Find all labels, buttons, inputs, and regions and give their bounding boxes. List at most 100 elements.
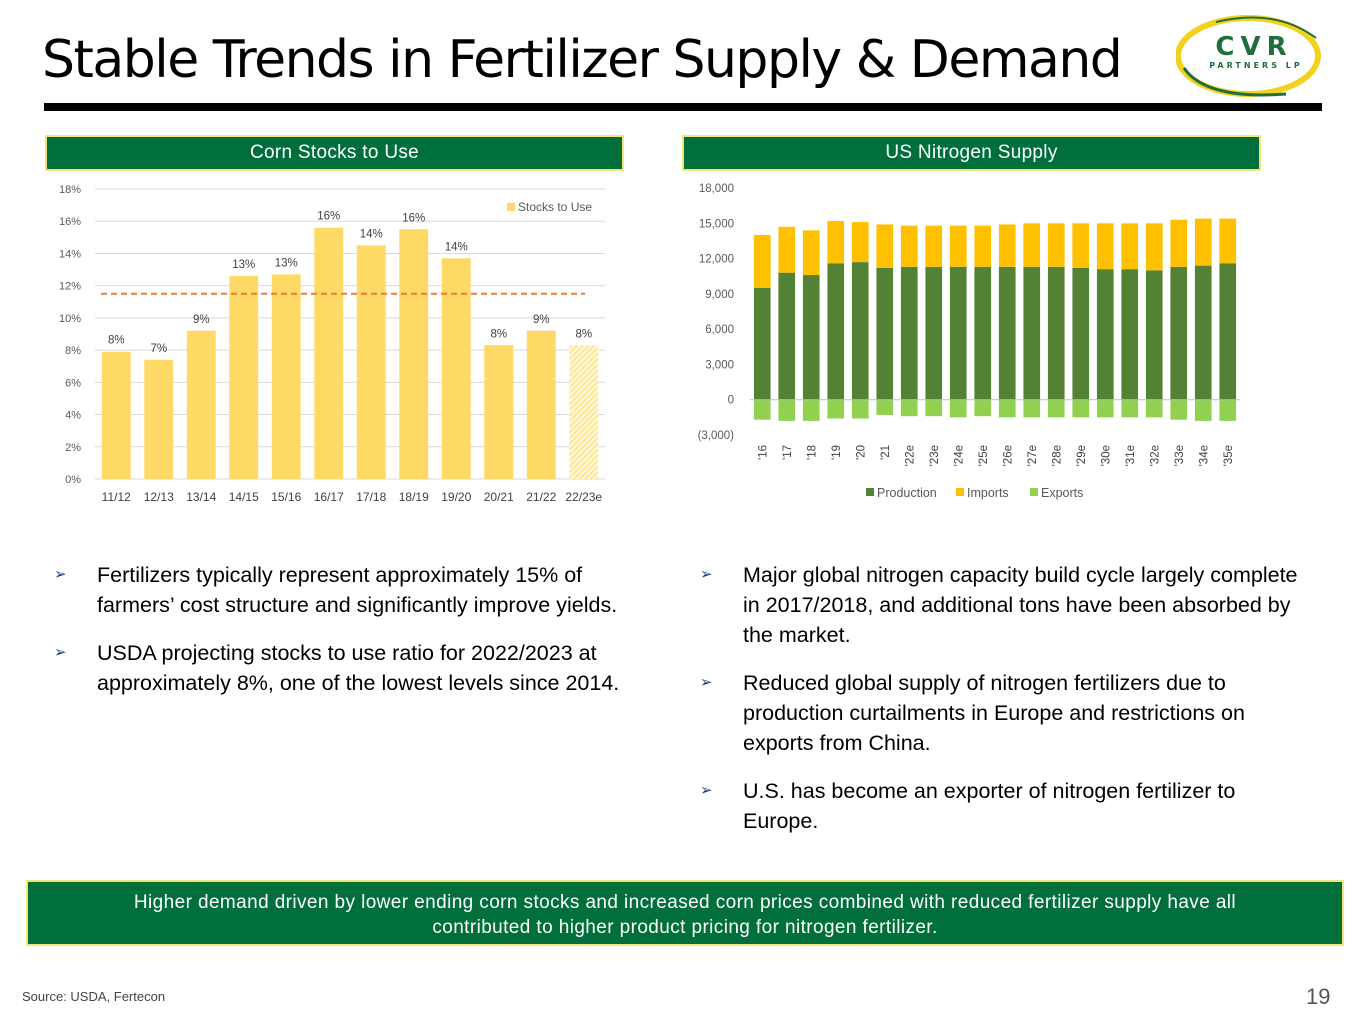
stocks-bar bbox=[229, 276, 259, 479]
production-bar bbox=[753, 287, 771, 400]
exports-bar bbox=[1121, 399, 1139, 418]
page-title: Stable Trends in Fertilizer Supply & Dem… bbox=[42, 30, 1123, 90]
imports-bar bbox=[753, 235, 771, 288]
stocks-bar bbox=[569, 345, 599, 479]
production-bar bbox=[1047, 266, 1065, 400]
exports-bar bbox=[900, 399, 918, 417]
x-tick-label: '25e bbox=[978, 445, 990, 466]
bullet-text: Reduced global supply of nitrogen fertil… bbox=[743, 671, 1245, 755]
x-tick-label: 20/21 bbox=[484, 490, 514, 504]
exports-bar bbox=[949, 399, 967, 418]
exports-bar bbox=[1072, 399, 1090, 418]
bullet-text: Fertilizers typically represent approxim… bbox=[97, 563, 618, 617]
production-bar bbox=[1072, 267, 1090, 400]
imports-bar bbox=[1047, 223, 1065, 267]
x-tick-label: '32e bbox=[1149, 445, 1161, 466]
imports-bar bbox=[876, 224, 894, 268]
production-bar bbox=[1023, 266, 1041, 400]
source-note: Source: USDA, Fertecon bbox=[22, 989, 166, 1004]
cvr-partners-logo: CVR PARTNERS LP bbox=[1176, 15, 1321, 97]
exports-bar bbox=[827, 399, 845, 419]
production-bar bbox=[851, 262, 869, 400]
imports-bar bbox=[1194, 218, 1212, 266]
legend-swatch bbox=[1030, 488, 1038, 496]
bullet-item: ➢ U.S. has become an exporter of nitroge… bbox=[698, 776, 1308, 836]
x-tick-label: 14/15 bbox=[229, 490, 259, 504]
imports-bar bbox=[778, 226, 796, 273]
left-bullet-list: ➢ Fertilizers typically represent approx… bbox=[52, 560, 662, 716]
y-tick-label: 15,000 bbox=[699, 218, 734, 230]
page-number: 19 bbox=[1306, 984, 1331, 1009]
imports-bar bbox=[827, 220, 845, 264]
x-tick-label: '21 bbox=[880, 445, 892, 460]
banner-line-1: Higher demand driven by lower ending cor… bbox=[133, 892, 1237, 913]
data-label: 16% bbox=[402, 212, 425, 224]
legend-label: Production bbox=[877, 486, 937, 500]
imports-bar bbox=[1145, 223, 1163, 271]
imports-bar bbox=[802, 230, 820, 276]
exports-bar bbox=[998, 399, 1016, 418]
x-tick-label: '27e bbox=[1027, 445, 1039, 466]
y-tick-label: 6,000 bbox=[705, 324, 734, 336]
production-bar bbox=[827, 263, 845, 400]
x-tick-label: '18 bbox=[806, 445, 818, 460]
x-tick-label: 16/17 bbox=[314, 490, 344, 504]
x-tick-label: 13/14 bbox=[186, 490, 216, 504]
imports-bar bbox=[974, 225, 992, 267]
y-tick-label: 3,000 bbox=[705, 359, 734, 371]
data-label: 13% bbox=[232, 259, 255, 271]
x-tick-label: '24e bbox=[953, 445, 965, 466]
x-tick-label: '16 bbox=[757, 445, 769, 460]
exports-bar bbox=[876, 399, 894, 416]
stocks-bar bbox=[356, 245, 386, 479]
data-label: 16% bbox=[317, 211, 340, 223]
production-bar bbox=[778, 272, 796, 400]
x-tick-label: 15/16 bbox=[271, 490, 301, 504]
x-tick-label: 18/19 bbox=[399, 490, 429, 504]
stocks-bar bbox=[186, 330, 216, 479]
bullet-text: USDA projecting stocks to use ratio for … bbox=[97, 641, 620, 695]
arrow-bullet-icon: ➢ bbox=[54, 566, 67, 583]
stocks-bar bbox=[484, 345, 514, 479]
data-label: 8% bbox=[490, 328, 507, 340]
logo-text-partners: PARTNERS LP bbox=[1209, 61, 1302, 70]
y-tick-label: 0 bbox=[728, 395, 734, 407]
imports-bar bbox=[925, 225, 943, 267]
x-tick-label: '33e bbox=[1174, 445, 1186, 466]
exports-bar bbox=[1047, 399, 1065, 418]
arrow-bullet-icon: ➢ bbox=[700, 674, 713, 691]
bullet-text: U.S. has become an exporter of nitrogen … bbox=[743, 779, 1236, 833]
x-tick-label: '23e bbox=[929, 445, 941, 466]
imports-bar bbox=[1072, 223, 1090, 268]
stocks-bar bbox=[526, 330, 556, 479]
y-tick-label: 12% bbox=[59, 281, 81, 293]
production-bar bbox=[1096, 269, 1114, 400]
corn-stocks-chart: 0% 2% 4% 6% 8% 10% 12% 14% 16% 18% 8% 11/12 7% 12/13 9… bbox=[59, 184, 605, 504]
corn-stocks-header: Corn Stocks to Use bbox=[45, 135, 624, 171]
imports-bar bbox=[900, 225, 918, 267]
exports-bar bbox=[1096, 399, 1114, 418]
production-bar bbox=[998, 266, 1016, 400]
y-tick-label: 10% bbox=[59, 313, 81, 325]
x-tick-label: '34e bbox=[1198, 445, 1210, 466]
bullet-text: Major global nitrogen capacity build cyc… bbox=[743, 563, 1298, 647]
data-label: 9% bbox=[193, 314, 210, 326]
production-bar bbox=[974, 266, 992, 400]
arrow-bullet-icon: ➢ bbox=[54, 644, 67, 661]
production-bar bbox=[1194, 265, 1212, 400]
x-tick-label: '19 bbox=[831, 445, 843, 460]
y-tick-label: 9,000 bbox=[705, 289, 734, 301]
y-tick-label: 2% bbox=[65, 442, 81, 454]
imports-bar bbox=[1170, 219, 1188, 267]
exports-bar bbox=[1219, 399, 1237, 421]
stocks-bar bbox=[271, 274, 301, 479]
x-tick-label: '17 bbox=[782, 445, 794, 460]
x-tick-label: 19/20 bbox=[441, 490, 471, 504]
data-label: 14% bbox=[445, 241, 468, 253]
bullet-item: ➢ Fertilizers typically represent approx… bbox=[52, 560, 662, 620]
data-label: 13% bbox=[275, 257, 298, 269]
imports-bar bbox=[1121, 223, 1139, 270]
exports-bar bbox=[851, 399, 869, 419]
title-underline bbox=[44, 103, 1322, 111]
x-tick-label: '28e bbox=[1051, 445, 1063, 466]
